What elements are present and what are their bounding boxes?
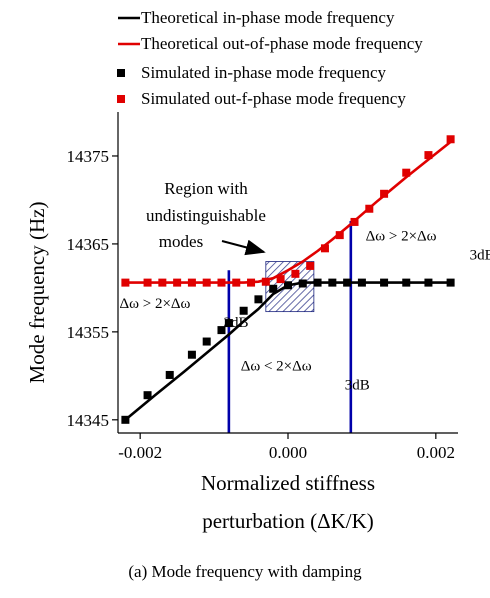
series-2-point-13 <box>328 278 337 287</box>
annotation-2-subscript: 3dB <box>470 247 490 263</box>
vertical-lines <box>227 221 353 433</box>
figure-caption: (a) Mode frequency with damping <box>128 562 362 581</box>
x-tick-label-2: 0.002 <box>417 443 455 462</box>
series-3-point-9 <box>261 277 270 286</box>
series-3-point-2 <box>158 278 167 287</box>
series-2-point-19 <box>446 278 455 287</box>
series-3-point-7 <box>232 278 241 287</box>
series-2-point-11 <box>298 279 307 288</box>
region-label-line-1: undistinguishable <box>146 206 266 225</box>
region-label-line-2: modes <box>159 232 203 251</box>
axes: 14345 14355 14365 14375 -0.002 0.000 0.002 Mode… <box>25 112 458 533</box>
series-3-point-10 <box>276 275 285 284</box>
series-3-point-6 <box>217 278 226 287</box>
series-3-point-16 <box>365 204 374 213</box>
y-tick-label-1: 14355 <box>67 323 110 342</box>
annotations: Δω > 2×Δω 3dB Δω < 2×Δω 3dB Δω > 2×Δω 3dB <box>119 228 490 393</box>
series-3-point-15 <box>350 217 359 226</box>
series-2-point-16 <box>380 278 389 287</box>
series-3-point-17 <box>380 189 389 198</box>
y-tick-label-0: 14345 <box>67 411 110 430</box>
region-label-line-0: Region with <box>164 179 248 198</box>
series-3-point-0 <box>121 278 130 287</box>
x-tick-label-1: 0.000 <box>269 443 307 462</box>
x-axis-title-line-0: Normalized stiffness <box>201 471 375 495</box>
series-2-point-6 <box>224 319 233 328</box>
series-3-point-4 <box>187 278 196 287</box>
y-tick-label-3: 14375 <box>67 147 110 166</box>
y-axis-title: Mode frequency (Hz) <box>25 202 49 384</box>
legend-label-0: Theoretical in-phase mode frequency <box>141 8 395 27</box>
series-2-point-12 <box>313 278 322 287</box>
legend-label-3: Simulated out-f-phase mode frequency <box>141 89 406 108</box>
series-2-point-3 <box>187 350 196 359</box>
series-2-point-1 <box>143 391 152 400</box>
series-2-point-9 <box>269 284 278 293</box>
series-3-point-20 <box>446 135 455 144</box>
legend-label-1: Theoretical out-of-phase mode frequency <box>141 34 423 53</box>
series-2-point-10 <box>284 281 292 290</box>
annotation-0-subscript: 3dB <box>223 315 248 331</box>
y-tick-label-2: 14365 <box>67 235 110 254</box>
series-2-point-2 <box>165 370 174 379</box>
legend-marker-2 <box>117 69 125 77</box>
series-2-point-5 <box>217 326 226 335</box>
series-3-point-19 <box>424 151 433 160</box>
legend: Theoretical in-phase mode frequency Theor… <box>117 8 423 108</box>
series-2-point-14 <box>343 278 352 287</box>
series-2-point-17 <box>402 278 411 287</box>
annotation-1-subscript: 3dB <box>345 378 370 394</box>
series-2-point-8 <box>254 295 263 304</box>
legend-marker-3 <box>117 95 125 103</box>
markers-group <box>121 135 455 424</box>
series-3-point-14 <box>335 231 344 240</box>
series-line-0 <box>124 281 451 421</box>
legend-label-2: Simulated in-phase mode frequency <box>141 63 387 82</box>
series-2-point-18 <box>424 278 433 287</box>
series-2-point-15 <box>357 278 366 287</box>
series-3-point-8 <box>247 278 256 287</box>
region-arrow <box>221 239 266 256</box>
chart: Theoretical in-phase mode frequency Theor… <box>25 8 490 533</box>
annotation-1: Δω < 2×Δω <box>241 359 312 375</box>
series-3-point-1 <box>143 278 152 287</box>
series-3-point-18 <box>402 168 411 177</box>
series-2-point-4 <box>202 337 211 346</box>
x-tick-label-0: -0.002 <box>118 443 162 462</box>
annotation-0: Δω > 2×Δω <box>119 296 190 312</box>
series-2-point-7 <box>239 306 248 315</box>
series-3-point-12 <box>306 261 315 270</box>
series-3-point-5 <box>202 278 211 287</box>
annotation-2: Δω > 2×Δω <box>366 228 437 244</box>
series-3-point-13 <box>320 244 329 253</box>
series-2-point-0 <box>121 415 130 424</box>
series-3-point-3 <box>173 278 182 287</box>
series-3-point-11 <box>291 269 300 278</box>
x-axis-title-line-1: perturbation (ΔK/K) <box>202 509 374 533</box>
